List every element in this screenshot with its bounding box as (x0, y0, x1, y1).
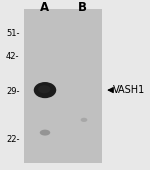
Text: 42-: 42- (6, 52, 20, 61)
Ellipse shape (38, 85, 50, 93)
Text: VASH1: VASH1 (113, 85, 146, 95)
Text: 29-: 29- (6, 87, 20, 96)
Ellipse shape (81, 118, 87, 122)
Text: 51-: 51- (6, 30, 20, 38)
Text: 22-: 22- (6, 135, 20, 144)
Text: A: A (40, 1, 50, 14)
Ellipse shape (40, 130, 50, 136)
Ellipse shape (34, 82, 56, 98)
Text: B: B (78, 1, 87, 14)
FancyBboxPatch shape (24, 8, 102, 163)
